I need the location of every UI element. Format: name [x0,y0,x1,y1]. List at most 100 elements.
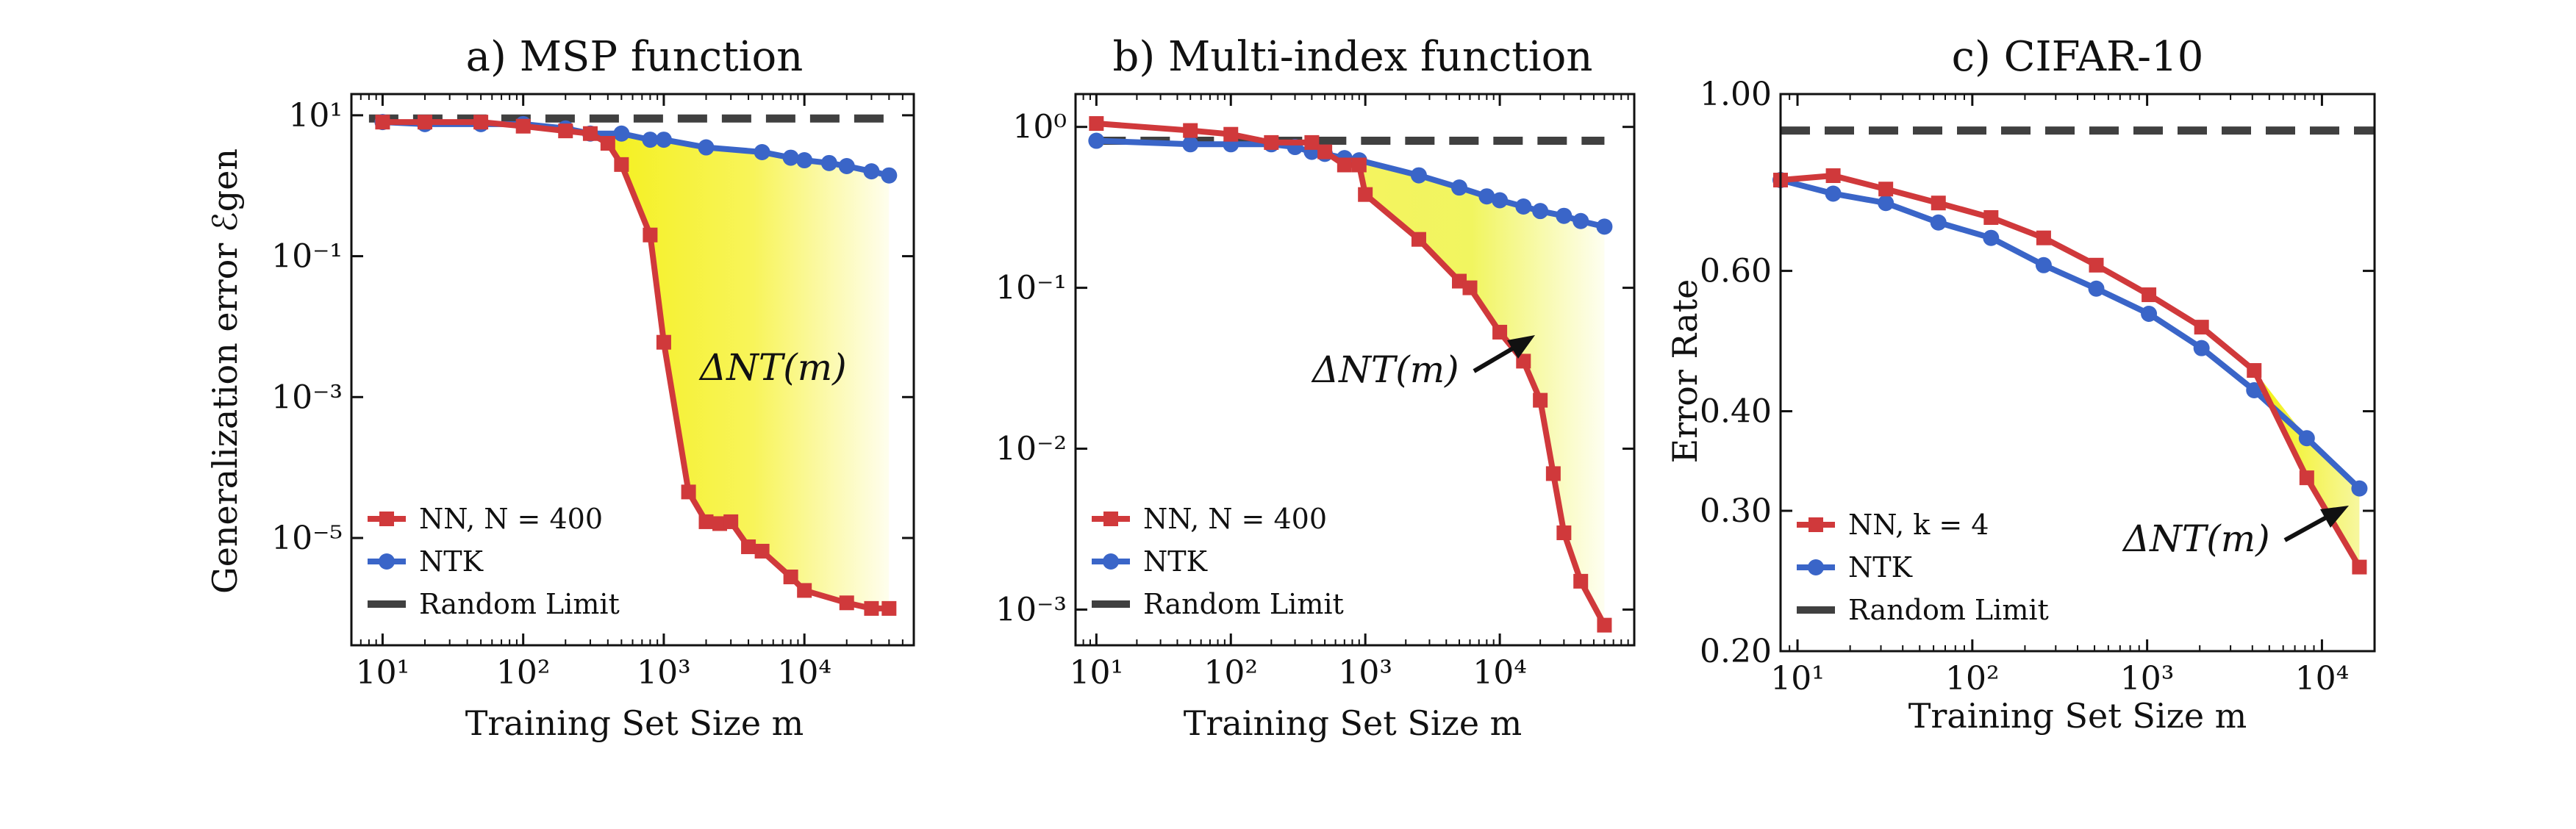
panel-a-series-nn-point [864,600,879,616]
panel-b-annotation-arrow [1473,335,1535,373]
panel-c-series-nn-point [2194,320,2209,335]
panel-b-series-nn-point [1089,116,1104,132]
panel-b-xtick-label: 10¹ [1070,654,1124,692]
panel-a-legend-ntk-marker [379,553,395,570]
panel-a-series-nn-point [418,115,433,130]
panel-c-ytick-label: 0.20 [1700,633,1772,670]
panel-b-legend-nn-marker [1103,512,1118,526]
panel-c-legend-random-label: Random Limit [1848,594,2049,626]
panel-c-series-nn-point [1931,195,1946,211]
panel-a-series-nn-point [473,115,489,130]
panel-b: b) Multi-index function Training Set Siz… [995,33,1636,743]
panel-c-series-ntk-point [2141,306,2158,323]
panel-b-legend-random-label: Random Limit [1143,588,1344,620]
panel-a-xtick-label: 10³ [637,654,691,692]
panel-b-legend-ntk-marker [1103,553,1119,570]
panel-b-series-nn-point [1545,466,1561,481]
panel-a-series-ntk-point [796,152,813,169]
panel-a-series-nn-point [723,514,739,529]
panel-b-xlabel: Training Set Size m [1184,703,1523,743]
panel-a-title: a) MSP function [466,33,804,81]
panel-a-series-nn-point [797,583,812,598]
panel-a: a) MSP function Generalization error ℰge… [205,33,915,743]
panel-c-series-nn-point [1878,182,1894,197]
panel-a-series-nn-point [582,126,598,141]
panel-c-legend-nn-label: NN, k = 4 [1848,509,1989,541]
panel-a-series-nn-point [698,514,714,529]
panel-c-series-ntk-point [2298,430,2315,447]
panel-a-series-ntk-point [613,125,630,142]
panel-b-series-nn-point [1462,280,1478,295]
panel-a-legend-random-label: Random Limit [419,588,620,620]
panel-c-plot: 10¹ 10² 10³ 10⁴ 1.00 0.60 0.40 0.30 0.20 NN, k = … [1700,76,2375,697]
panel-a-legend-nn-marker [379,512,394,526]
panel-a-series-nn-point [558,123,573,139]
panel-b-series-ntk-point [1088,132,1105,149]
panel-a-series-ntk-point [698,139,715,156]
panel-b-series-nn-point [1304,134,1320,150]
panel-a-ytick-label: 10⁻³ [271,378,343,416]
panel-c-ytick-label: 0.30 [1700,492,1772,530]
panel-b-title: b) Multi-index function [1113,33,1593,81]
panel-a-ytick-label: 10⁻¹ [271,238,343,276]
panel-b-series-ntk-point [1410,167,1427,184]
panel-b-xtick-label: 10³ [1338,654,1392,692]
panel-a-xtick-label: 10⁴ [777,654,831,692]
panel-a-xlabel: Training Set Size m [465,703,804,743]
panel-b-series-nn-point [1516,354,1531,369]
panel-b-ytick-label: 10⁻² [995,431,1067,468]
panel-c-series-nn-point [2352,559,2367,575]
panel-c-legend-ntk-label: NTK [1848,551,1913,584]
panel-a-series-ntk-point [881,167,898,184]
panel-c-title: c) CIFAR-10 [1952,33,2204,81]
panel-c-series-ntk-point [2351,480,2368,497]
panel-a-series-ntk-point [754,143,770,160]
panel-c-legend-nn-marker [1808,517,1823,532]
panel-c-annotation: ΔNT(m) [2122,517,2270,560]
panel-a-series-ntk-point [782,149,799,166]
panel-c-series-nn-point [2089,257,2104,273]
panel-c-series-nn-point [1983,209,1999,225]
panel-b-series-nn-point [1317,144,1333,159]
panel-b-plot: 10¹ 10² 10³ 10⁴ 10⁰ 10⁻¹ 10⁻² 10⁻³ NN, N = 400 NT… [995,94,1634,692]
panel-b-xtick-label: 10² [1203,654,1258,692]
panel-a-series-nn-point [681,484,696,500]
panel-c-ytick-label: 0.60 [1700,253,1772,290]
panel-c-ytick-label: 1.00 [1700,76,1772,113]
panel-b-series-ntk-point [1451,179,1468,196]
panel-c-series-ntk-point [1983,229,2000,246]
panel-c-series-ntk-point [1930,214,1947,231]
panel-b-series-ntk-point [1492,192,1509,209]
panel-a-ytick-label: 10¹ [288,97,343,134]
panel-a-xtick-label: 10¹ [356,654,410,692]
panel-a-series-nn-point [839,595,854,611]
panel-a-series-ntk-point [655,132,672,148]
panel-c-series-ntk-point [2193,340,2210,356]
panel-a-series-nn-point [515,118,531,134]
panel-c-ylabel: Error Rate [1665,279,1705,464]
panel-c-series-ntk-point [2035,256,2052,273]
panel-b-series-nn-point [1411,232,1426,247]
panel-c-series-ntk-line [1780,177,2362,491]
panel-b-series-ntk-point [1573,212,1589,229]
panel-b-series-ntk-point [1478,188,1495,205]
panel-c-series-nn-point [2247,363,2262,378]
panel-a-series-nn-point [614,157,629,172]
panel-c-series-ntk-point [1878,195,1895,212]
panel-b-ytick-label: 10⁰ [1012,109,1067,146]
panel-c-series-nn-point [1825,168,1841,184]
panel-c-series-ntk-point [2088,280,2105,297]
panel-a-xtick-label: 10² [496,654,551,692]
panel-c-ytick-label: 0.40 [1700,393,1772,431]
panel-a-gap-shading [607,133,890,609]
panel-c-xtick-label: 10¹ [1770,660,1825,697]
panel-a-frame [350,93,915,647]
panel-b-series-nn-point [1351,157,1367,173]
panel-c: c) CIFAR-10 Error Rate Training Set Size… [1665,33,2376,736]
panel-c-legend-ntk-marker [1808,559,1824,575]
panel-b-series-nn-point [1183,123,1198,138]
panel-b-series-ntk-point [1182,136,1199,153]
panel-b-ytick-label: 10⁻¹ [995,270,1067,307]
panel-a-legend-ntk-label: NTK [419,545,484,578]
panel-a-series-nn-point [375,115,390,130]
